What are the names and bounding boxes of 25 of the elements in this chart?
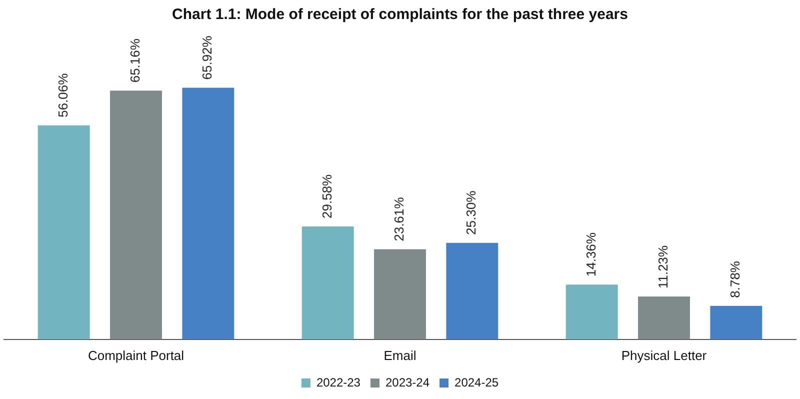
data-label: 65.16% <box>128 38 143 83</box>
legend-label: 2023-24 <box>385 375 430 390</box>
bar <box>182 88 234 340</box>
data-label: 25.30% <box>464 190 479 235</box>
chart-title: Chart 1.1: Mode of receipt of complaints for the past three years <box>172 6 628 24</box>
bar <box>110 90 162 340</box>
data-label: 8.78% <box>728 260 743 298</box>
legend-label: 2024-25 <box>454 375 499 390</box>
data-label: 23.61% <box>392 196 407 242</box>
data-label: 14.36% <box>583 232 598 277</box>
data-label: 65.92% <box>200 35 215 80</box>
data-label: 29.58% <box>319 174 334 218</box>
data-label: 56.06% <box>55 72 70 118</box>
bar <box>302 226 354 340</box>
bar <box>710 306 762 340</box>
legend-label: 2022-23 <box>316 375 361 390</box>
x-tick-label: Physical Letter <box>621 348 708 363</box>
bar <box>446 242 498 340</box>
x-tick-label: Complaint Portal <box>88 348 184 363</box>
bar <box>374 249 426 340</box>
bar <box>638 296 690 340</box>
bar <box>566 284 618 340</box>
data-label: 11.23% <box>656 244 671 289</box>
x-tick-label: Email <box>384 348 416 363</box>
bar <box>38 125 90 340</box>
